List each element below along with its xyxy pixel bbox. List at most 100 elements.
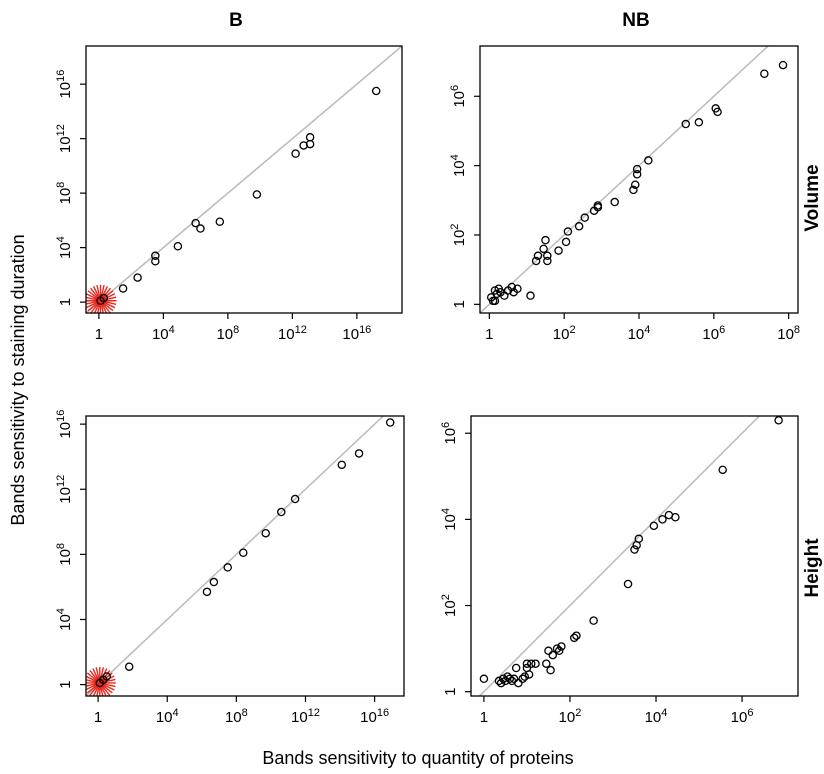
panel-2: 1 102 104 106 108 1 102 104 106 <box>449 45 800 343</box>
x-tick-label: 104 <box>156 707 179 726</box>
data-point <box>118 284 128 293</box>
data-point <box>718 465 727 475</box>
x-tick-label: 104 <box>152 324 175 343</box>
data-point <box>544 646 553 656</box>
x-tick-label: 106 <box>731 707 754 726</box>
data-point <box>520 672 530 681</box>
column-title-nb: NB <box>622 10 649 31</box>
data-point <box>644 156 653 165</box>
data-point <box>694 118 704 127</box>
data-point <box>191 218 200 228</box>
data-point <box>570 633 579 643</box>
y-tick-label: 104 <box>55 236 74 259</box>
y-tick-label: 104 <box>55 608 74 631</box>
data-point <box>496 678 506 688</box>
data-point <box>239 548 248 557</box>
identity-line <box>478 416 761 696</box>
data-point <box>542 659 551 668</box>
y-tick-label: 1 <box>451 300 468 308</box>
data-point <box>385 418 395 427</box>
data-point <box>261 528 270 538</box>
data-point <box>760 69 769 78</box>
data-point <box>533 251 543 261</box>
data-point <box>337 460 347 470</box>
x-tick-label: 1016 <box>342 324 371 343</box>
x-tick-label: 102 <box>553 324 576 343</box>
data-point <box>371 86 381 96</box>
x-tick-label: 106 <box>702 324 725 343</box>
data-point <box>509 674 519 684</box>
panel-frame <box>470 415 799 697</box>
panel-1: 1 104 108 1012 1016 1 104 108 1012 1016 <box>55 45 403 343</box>
data-point <box>494 676 504 686</box>
data-point <box>531 256 541 266</box>
x-tick-label: 1012 <box>278 324 307 343</box>
data-point <box>305 133 315 142</box>
x-tick-label: 104 <box>645 707 668 726</box>
x-tick-label: 1 <box>94 709 102 726</box>
data-point <box>518 674 527 684</box>
data-point <box>513 284 522 293</box>
data-point <box>552 644 562 653</box>
y-tick-label: 1016 <box>55 410 74 439</box>
x-tick-label: 108 <box>777 324 800 343</box>
x-tick-label: 108 <box>225 707 248 726</box>
data-point <box>526 659 536 668</box>
data-point <box>580 213 590 222</box>
x-tick-label: 1 <box>95 326 103 343</box>
data-point <box>507 282 517 292</box>
data-point <box>561 237 571 247</box>
y-tick-label: 1012 <box>55 475 74 504</box>
x-tick-label: 1 <box>485 326 493 343</box>
data-point <box>548 650 558 660</box>
data-point <box>543 256 552 266</box>
y-tick-label: 104 <box>449 154 468 177</box>
y-tick-label: 106 <box>440 422 459 445</box>
data-point <box>151 251 160 261</box>
data-point <box>277 507 286 517</box>
data-point <box>290 494 300 504</box>
data-point <box>531 659 540 668</box>
data-point <box>658 515 667 524</box>
data-point <box>554 646 564 656</box>
data-point <box>634 534 644 544</box>
x-tick-label: 1012 <box>291 707 320 726</box>
data-point <box>541 235 550 245</box>
y-tick-label: 102 <box>449 224 468 247</box>
data-point <box>632 164 642 174</box>
column-title-b: B <box>229 10 243 31</box>
data-point <box>102 672 111 681</box>
data-point <box>681 119 691 129</box>
data-point <box>713 107 722 117</box>
y-axis-title: Bands sensitivity to staining duration <box>8 234 28 525</box>
y-tick-label: 106 <box>449 85 468 108</box>
panel-4: 1 102 104 106 1 102 104 106 <box>440 415 799 726</box>
row-title-height: Height <box>802 538 823 598</box>
x-tick-label: 1016 <box>360 707 389 726</box>
y-tick-label: 1 <box>57 298 74 306</box>
data-point <box>631 180 640 189</box>
data-point <box>574 222 584 231</box>
data-point <box>202 587 212 597</box>
data-point <box>526 291 535 300</box>
y-tick-label: 1 <box>57 680 74 688</box>
y-tick-label: 1012 <box>55 124 74 153</box>
y-tick-label: 108 <box>55 543 74 566</box>
data-point <box>499 674 508 684</box>
data-point <box>124 662 134 671</box>
data-point <box>546 665 555 675</box>
plot-area <box>86 46 402 313</box>
data-point <box>173 241 183 251</box>
data-point <box>572 631 581 640</box>
plot-area <box>86 416 395 696</box>
data-point <box>539 244 548 254</box>
data-point <box>209 577 219 587</box>
data-point <box>252 190 262 199</box>
y-tick-label: 1016 <box>55 70 74 99</box>
data-point <box>354 449 364 458</box>
data-point <box>522 659 532 668</box>
panel-frame <box>85 45 403 314</box>
y-tick-label: 1 <box>442 688 459 696</box>
y-tick-label: 108 <box>55 182 74 205</box>
